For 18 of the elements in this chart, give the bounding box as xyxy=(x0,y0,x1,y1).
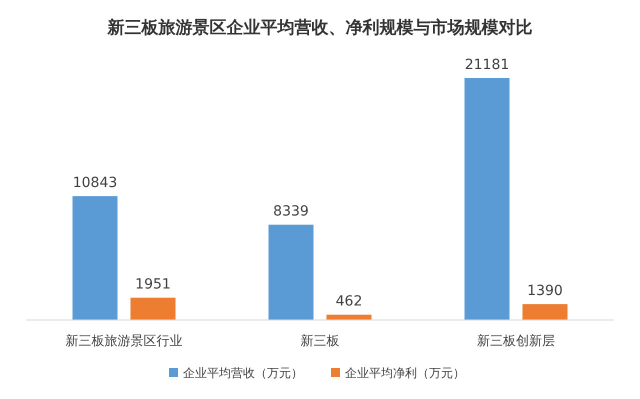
data-label: 462 xyxy=(336,294,362,310)
legend-label: 企业平均营收（万元） xyxy=(183,366,303,380)
data-label: 8339 xyxy=(273,204,309,220)
bar xyxy=(72,196,118,320)
x-tick-label: 新三板 xyxy=(300,334,340,349)
x-tick-label: 新三板创新层 xyxy=(477,334,555,349)
data-label: 21181 xyxy=(464,57,510,73)
chart-title: 新三板旅游景区企业平均营收、净利规模与市场规模对比 xyxy=(106,18,532,38)
legend-label: 企业平均净利（万元） xyxy=(345,366,465,380)
x-tick-label: 新三板旅游景区行业 xyxy=(66,334,182,349)
bar xyxy=(326,314,372,320)
data-label: 10843 xyxy=(72,175,118,192)
data-label: 1951 xyxy=(135,276,171,293)
bar xyxy=(268,224,314,320)
bar xyxy=(464,78,510,320)
bar xyxy=(130,298,176,320)
data-label: 1390 xyxy=(527,283,563,300)
bar xyxy=(522,304,568,320)
